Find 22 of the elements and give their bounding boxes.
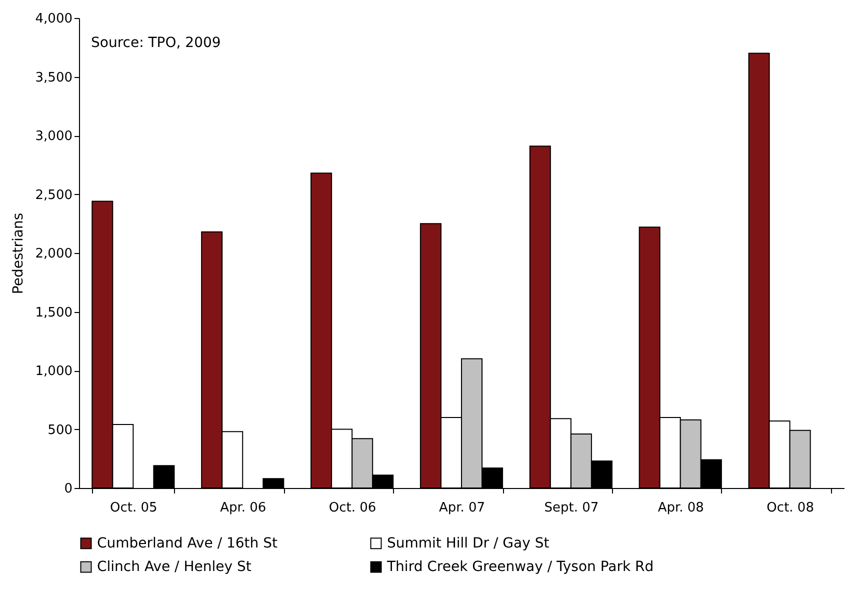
legend-label: Summit Hill Dr / Gay St [387, 535, 550, 552]
legend-label: Cumberland Ave / 16th St [97, 535, 278, 552]
y-tick-label: 1,000 [35, 364, 72, 379]
x-tick-label: Oct. 08 [766, 500, 814, 516]
y-tick-label: 500 [48, 422, 72, 438]
y-tick-label: 0 [64, 482, 72, 496]
x-tick-label: Apr. 08 [658, 500, 704, 516]
x-tick-label: Apr. 07 [438, 500, 486, 516]
x-tick-label: Apr. 06 [220, 500, 266, 516]
y-tick-label: 2,000 [35, 246, 72, 262]
y-tick-label: 3,500 [35, 70, 72, 86]
legend-label: Clinch Ave / Henley St [97, 559, 252, 575]
annotation: Source: TPO, 2009 [91, 35, 221, 51]
x-tick-label: Oct. 06 [328, 500, 376, 516]
y-tick-label: 3,000 [35, 129, 72, 144]
legend-label: Third Creek Greenway / Tyson Park Rd [386, 559, 654, 575]
y-tick-label: 2,500 [35, 188, 72, 203]
x-tick-label: Oct. 05 [110, 500, 158, 516]
y-axis-title: Pedestrians [10, 212, 26, 294]
x-tick-label: Sept. 07 [544, 500, 599, 516]
y-tick-label: 1,500 [35, 305, 72, 320]
y-tick-label: 4,000 [35, 12, 72, 26]
